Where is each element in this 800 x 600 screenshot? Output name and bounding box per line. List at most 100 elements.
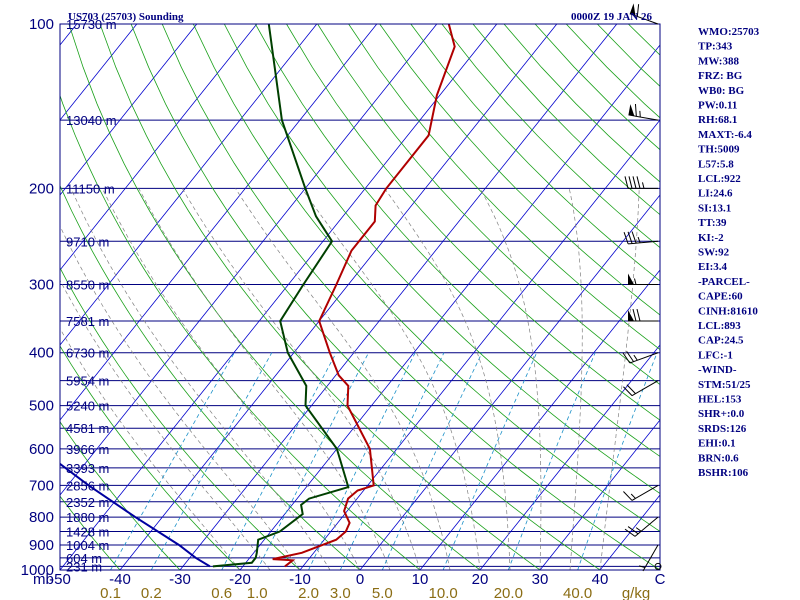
index-line: L57:5.8 [698, 158, 734, 170]
mixing-ratio-label: 10.0 [429, 585, 458, 600]
sounding-title: US703 (25703) Sounding [68, 11, 184, 23]
pressure-tick-label: 800 [29, 509, 54, 526]
moist-adiabat [568, 188, 583, 570]
wind-barbs [622, 3, 662, 572]
mixing-ratio-line [381, 352, 483, 570]
mixing-ratio-line [308, 352, 416, 570]
barb-half [637, 236, 641, 244]
barb-half [638, 565, 646, 569]
wind-barb [628, 103, 659, 121]
index-line: BRN:0.6 [698, 452, 739, 464]
isotherm-line [479, 344, 660, 570]
index-line: LI:24.6 [698, 188, 733, 200]
index-line: SRDS:126 [698, 423, 747, 435]
index-line: HEL:153 [698, 394, 742, 406]
dry-adiabat [441, 24, 660, 249]
index-line: CAPE:60 [698, 291, 743, 303]
barb-full [636, 4, 640, 17]
barb-shaft [642, 544, 659, 572]
barb-shaft [628, 114, 659, 121]
wind-barb [623, 231, 659, 245]
index-line: RH:68.1 [698, 114, 737, 126]
parcel-trace [60, 462, 211, 568]
height-label: 4581 m [66, 421, 109, 436]
barb-full [628, 176, 633, 189]
barb-full [636, 308, 641, 322]
index-line: CAP:24.5 [698, 335, 744, 347]
dry-adiabat [379, 24, 660, 316]
calm-circle [654, 562, 662, 570]
wind-barb [628, 273, 658, 286]
pressure-tick-label: 400 [29, 345, 54, 362]
barb-shaft [631, 380, 659, 397]
height-label: 604 m [66, 551, 102, 566]
mixing-ratio-label: 40.0 [563, 585, 592, 600]
height-label: 2856 m [66, 478, 109, 493]
mixing-ratio-label: 0.2 [141, 585, 162, 600]
sounding-profiles [60, 24, 456, 568]
barb-flag [628, 310, 634, 322]
index-line: WMO:25703 [698, 26, 760, 38]
height-label: 6730 m [66, 346, 109, 361]
wind-barb [629, 3, 659, 25]
temperature-tick-label: -30 [169, 571, 191, 588]
moist-adiabat [60, 279, 271, 570]
index-line: STM:51/25 [698, 379, 751, 391]
temperature-tick-label: 0 [356, 571, 364, 588]
isotherm-line [60, 24, 258, 271]
pressure-tick-label: 600 [29, 441, 54, 458]
moist-adiabat [181, 188, 421, 570]
plot-border [59, 23, 661, 571]
barb-full [624, 176, 629, 189]
dry-adiabat [60, 421, 181, 570]
isotherm-line [60, 24, 438, 496]
temperature-profile [272, 24, 456, 568]
dry-adiabat [60, 267, 301, 570]
dry-adiabat [130, 24, 601, 570]
height-label: 1880 m [66, 510, 109, 525]
barb-full [634, 103, 637, 117]
dry-adiabat [60, 345, 241, 570]
dry-adiabat [410, 24, 660, 282]
index-line: EHI:0.1 [698, 438, 736, 450]
mixing-ratio-label: 1.0 [247, 585, 268, 600]
barb-full [623, 491, 633, 501]
barb-half [634, 278, 637, 285]
barb-half [642, 182, 645, 189]
barb-flag [628, 273, 634, 285]
barb-full [632, 176, 637, 189]
dry-adiabat [99, 24, 541, 570]
moist-adiabat [479, 188, 542, 570]
index-line: BSHR:106 [698, 467, 749, 479]
index-line: TT:39 [698, 217, 727, 229]
isotherm-line [60, 24, 378, 421]
dry-adiabat [60, 94, 421, 570]
mixing-ratio-line [339, 352, 445, 570]
temperature-tick-label: 20 [472, 571, 489, 588]
wind-barb [623, 380, 659, 397]
mixing-ratio-line [150, 352, 273, 570]
dry-adiabat [223, 24, 660, 495]
index-line: WB0: BG [698, 85, 745, 97]
index-line: LFC:-1 [698, 349, 733, 361]
barb-full [622, 352, 631, 364]
height-label: 7581 m [66, 314, 109, 329]
height-label: 8550 m [66, 278, 109, 293]
mixing-ratio-label: 20.0 [494, 585, 523, 600]
isotherm-line [359, 194, 660, 570]
mixing-ratio-unit-label: g/kg [622, 585, 650, 600]
pressure-unit-label: mb [33, 571, 54, 588]
mixing-ratio-line [110, 352, 235, 570]
dry-adiabat [60, 184, 361, 570]
wind-barb [638, 544, 659, 572]
isotherm-line [119, 24, 558, 570]
index-line: PW:0.11 [698, 100, 737, 112]
height-label: 15730 m [66, 17, 117, 32]
height-label: 11150 m [66, 181, 115, 196]
pressure-tick-label: 900 [29, 537, 54, 554]
wind-barb [622, 351, 659, 364]
barb-full [626, 351, 634, 362]
index-line: MW:388 [698, 55, 739, 67]
